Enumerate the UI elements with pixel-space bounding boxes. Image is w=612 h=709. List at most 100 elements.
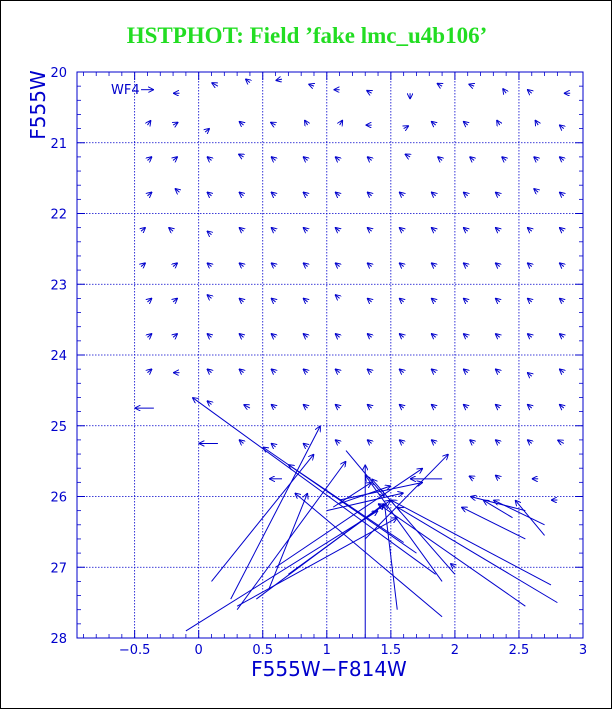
vector-arrow bbox=[173, 298, 178, 302]
vector-arrow bbox=[527, 227, 532, 231]
panel-label: WF4 bbox=[111, 83, 140, 98]
vector-arrow bbox=[295, 493, 443, 618]
vector-arrow bbox=[431, 227, 436, 231]
vector-arrow bbox=[367, 369, 372, 373]
vector-arrow bbox=[559, 192, 564, 196]
vector-field bbox=[134, 79, 571, 638]
vector-arrow bbox=[463, 121, 468, 125]
vector-arrow bbox=[239, 192, 244, 196]
vector-arrow bbox=[463, 263, 468, 267]
vector-arrow bbox=[340, 120, 343, 125]
vector-arrow bbox=[239, 121, 244, 125]
vector-arrow bbox=[557, 440, 563, 444]
vector-arrow bbox=[303, 263, 308, 267]
vector-arrow bbox=[303, 157, 308, 161]
vector-arrow bbox=[367, 440, 372, 444]
vector-arrow bbox=[147, 333, 152, 337]
vector-arrow bbox=[271, 333, 276, 337]
vector-arrow bbox=[527, 263, 532, 267]
vector-arrow bbox=[175, 188, 180, 192]
vector-arrow bbox=[515, 500, 545, 536]
vector-arrow bbox=[239, 227, 244, 231]
vector-arrow bbox=[345, 450, 384, 497]
vector-arrow bbox=[372, 479, 456, 575]
vector-arrow bbox=[207, 157, 212, 161]
vector-arrow bbox=[559, 125, 564, 129]
vector-arrow bbox=[303, 369, 308, 373]
vector-arrow bbox=[431, 298, 436, 302]
vector-arrow bbox=[364, 454, 448, 540]
y-tick-label: 27 bbox=[50, 561, 67, 576]
vector-arrow bbox=[497, 120, 500, 125]
vector-arrow bbox=[502, 157, 507, 161]
vector-arrow bbox=[207, 231, 212, 235]
vector-arrow bbox=[399, 227, 404, 231]
vector-arrow bbox=[431, 333, 436, 337]
vector-arrow bbox=[559, 369, 564, 373]
vector-arrow bbox=[399, 404, 404, 408]
vector-arrow bbox=[431, 404, 436, 408]
vector-arrow bbox=[303, 227, 308, 231]
vector-arrow bbox=[303, 192, 308, 196]
vector-arrow bbox=[559, 227, 564, 231]
vector-arrow bbox=[495, 440, 500, 444]
vector-arrow bbox=[367, 404, 372, 408]
vector-arrow bbox=[391, 500, 552, 586]
x-tick-label: 0 bbox=[195, 643, 203, 658]
vector-arrow bbox=[483, 500, 513, 519]
vector-arrow bbox=[275, 468, 423, 568]
vector-arrow bbox=[463, 298, 468, 302]
vector-arrow bbox=[276, 79, 283, 80]
vector-arrow bbox=[527, 89, 532, 93]
vector-arrow bbox=[147, 369, 152, 373]
vector-arrow bbox=[495, 404, 500, 408]
x-tick-label: 2 bbox=[451, 643, 459, 658]
vector-arrow bbox=[468, 84, 474, 86]
vector-arrow bbox=[303, 443, 308, 447]
vector-arrow bbox=[399, 333, 404, 337]
vector-arrow bbox=[205, 128, 210, 132]
y-tick-label: 23 bbox=[50, 278, 67, 293]
vector-arrow bbox=[367, 157, 372, 161]
vector-arrow bbox=[495, 298, 500, 302]
vector-arrow bbox=[495, 333, 500, 337]
vector-arrow bbox=[245, 79, 250, 83]
vector-arrow bbox=[239, 263, 244, 267]
vector-arrow bbox=[335, 333, 340, 337]
vector-arrow bbox=[469, 476, 474, 479]
vector-arrow bbox=[303, 404, 308, 408]
vector-arrow bbox=[335, 369, 340, 373]
vector-arrow bbox=[463, 369, 468, 373]
vector-arrow bbox=[335, 263, 340, 267]
chart-title: HSTPHOT: Field ’fake lmc_u4b106’ bbox=[126, 23, 488, 48]
vector-arrow bbox=[534, 157, 539, 161]
vector-arrow bbox=[559, 157, 564, 161]
y-axis-label: F555W bbox=[26, 70, 50, 140]
vector-arrow bbox=[238, 154, 243, 157]
vector-arrow bbox=[431, 263, 436, 267]
vector-arrow bbox=[378, 504, 526, 607]
vector-arrow bbox=[367, 192, 372, 196]
vector-arrow bbox=[303, 298, 308, 302]
vector-arrow bbox=[271, 192, 276, 196]
vector-arrow bbox=[431, 369, 436, 373]
vector-arrow bbox=[399, 440, 404, 444]
vector-arrow bbox=[495, 369, 500, 373]
vector-arrow bbox=[239, 333, 244, 337]
vector-arrow bbox=[335, 157, 340, 161]
vector-arrow bbox=[493, 500, 545, 526]
x-tick-label: 1 bbox=[323, 643, 331, 658]
vector-arrow bbox=[236, 461, 346, 610]
vector-arrow bbox=[384, 504, 398, 610]
vector-arrow bbox=[192, 397, 436, 575]
vector-arrow bbox=[495, 192, 500, 196]
vector-arrow bbox=[288, 500, 390, 575]
vector-arrow bbox=[268, 493, 307, 589]
vector-arrow bbox=[308, 84, 314, 86]
vector-arrow bbox=[405, 154, 410, 157]
vector-arrow bbox=[271, 263, 276, 267]
vector-arrow bbox=[212, 83, 218, 87]
vector-arrow bbox=[366, 90, 371, 93]
x-tick-label: −0.5 bbox=[119, 643, 151, 658]
vector-arrow bbox=[147, 157, 152, 161]
